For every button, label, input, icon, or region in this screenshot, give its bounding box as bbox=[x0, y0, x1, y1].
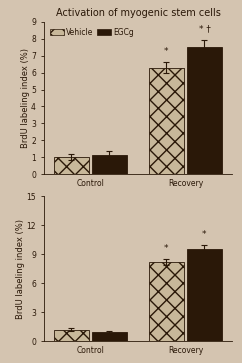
Legend: Vehicle, EGCg: Vehicle, EGCg bbox=[49, 27, 135, 38]
Text: * †: * † bbox=[198, 24, 210, 33]
Y-axis label: BrdU labeling index (%): BrdU labeling index (%) bbox=[16, 219, 25, 319]
Bar bbox=[149, 262, 184, 341]
Bar bbox=[54, 157, 89, 174]
Y-axis label: BrdU labeling index (%): BrdU labeling index (%) bbox=[21, 48, 30, 148]
Text: *: * bbox=[202, 230, 207, 239]
Bar bbox=[149, 68, 184, 174]
Bar bbox=[92, 155, 127, 174]
Title: Activation of myogenic stem cells: Activation of myogenic stem cells bbox=[55, 8, 220, 18]
Bar bbox=[187, 249, 222, 341]
Bar bbox=[54, 330, 89, 341]
Bar bbox=[92, 332, 127, 341]
Text: *: * bbox=[164, 47, 169, 56]
Bar bbox=[187, 47, 222, 174]
Text: *: * bbox=[164, 244, 169, 253]
